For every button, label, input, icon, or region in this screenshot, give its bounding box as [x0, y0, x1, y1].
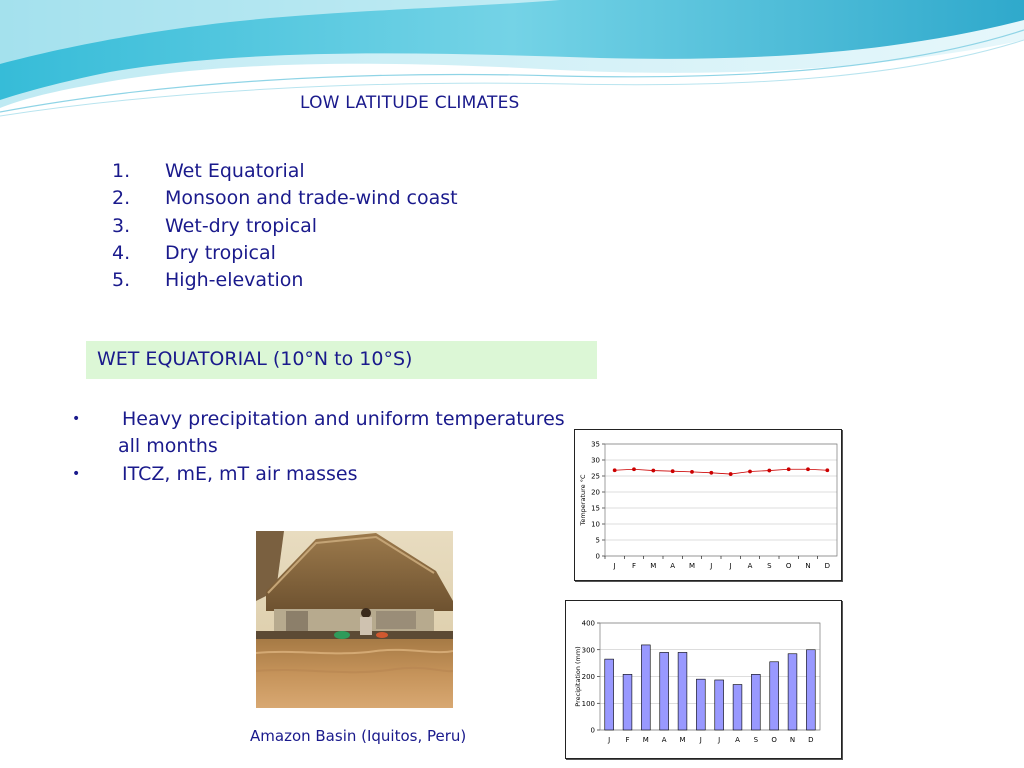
temperature-point [709, 470, 714, 475]
bullet-text-continued: all months [118, 435, 218, 457]
x-tick-label: J [709, 562, 712, 570]
precipitation-bar [751, 674, 761, 731]
precipitation-chart: 0 100 200 300 400 Precipitation (mm) J F M A M J J A S… [565, 600, 842, 759]
x-tick-label: A [662, 736, 667, 744]
precipitation-bar [604, 658, 614, 731]
x-tick-label: M [643, 736, 649, 744]
precipitation-bar [659, 652, 669, 731]
precipitation-bar [806, 649, 816, 731]
y-axis-label: Precipitation (mm) [574, 646, 582, 706]
temperature-point [728, 472, 733, 476]
temperature-point [786, 467, 791, 472]
list-item: 3. Wet-dry tropical [112, 214, 317, 237]
plot-area [604, 443, 838, 557]
y-tick-label: 200 [582, 673, 595, 681]
precipitation-chart-svg: 0 100 200 300 400 Precipitation (mm) J F M A M J J A S… [574, 620, 821, 744]
list-item: 5. High-elevation [112, 269, 304, 292]
y-tick-label: 100 [582, 700, 595, 708]
x-tick-label: J [607, 736, 610, 744]
precipitation-bar [641, 644, 651, 731]
y-tick-label: 20 [591, 489, 600, 497]
header-wave [0, 0, 1024, 117]
temperature-point [748, 469, 752, 474]
x-tick-label: A [735, 736, 740, 744]
x-tick-label: J [613, 562, 616, 570]
slide-title: LOW LATITUDE CLIMATES [300, 93, 520, 113]
list-item: 2. Monsoon and trade-wind coast [112, 187, 458, 210]
x-tick-label: D [808, 736, 813, 744]
x-tick-label: A [670, 562, 675, 570]
amazon-house-photo [256, 531, 453, 708]
temperature-point [767, 468, 772, 473]
precipitation-bar [732, 684, 743, 731]
x-tick-label: J [717, 736, 720, 744]
temperature-point [651, 468, 656, 473]
y-tick-label: 0 [596, 553, 600, 561]
x-tick-label: J [729, 562, 732, 570]
y-tick-label: 35 [591, 441, 600, 449]
temperature-point [806, 467, 810, 472]
precipitation-bar [714, 679, 724, 731]
climate-list: 1. Wet Equatorial 2. Monsoon and trade-win… [112, 158, 458, 294]
bullet-marker: • [72, 466, 81, 482]
x-tick-label: O [771, 736, 777, 744]
y-tick-label: 25 [591, 473, 600, 481]
temperature-line [614, 468, 828, 475]
precipitation-bar [769, 661, 779, 731]
section-heading-box: WET EQUATORIAL (10°N to 10°S) [86, 341, 597, 379]
y-axis-label: Temperature °C [579, 474, 587, 526]
x-tick-label: A [748, 562, 753, 570]
y-tick-label: 300 [582, 646, 595, 654]
list-item: 1. Wet Equatorial [112, 160, 305, 182]
x-tick-label: O [786, 562, 792, 570]
bullet-text: Heavy precipitation and uniform temperat… [122, 408, 565, 430]
precipitation-bar [677, 652, 688, 731]
y-tick-label: 5 [596, 537, 600, 545]
x-tick-label: M [650, 562, 656, 570]
x-tick-label: D [825, 562, 830, 570]
y-tick-label: 15 [591, 505, 600, 513]
temperature-point [632, 467, 636, 472]
temperature-point [670, 469, 675, 474]
temperature-chart-svg: 0 5 10 15 20 25 30 35 Temperature °C J F M A M J J A S O N D [579, 441, 838, 570]
x-tick-label: J [699, 736, 702, 744]
x-tick-label: F [625, 736, 629, 744]
x-tick-label: M [689, 562, 695, 570]
temperature-point [825, 468, 830, 473]
temperature-chart: 0 5 10 15 20 25 30 35 Temperature °C J F M A M J J A S O N D [574, 429, 842, 581]
list-item: 4. Dry tropical [112, 241, 276, 264]
x-tick-label: N [805, 562, 810, 570]
temperature-point [690, 469, 694, 474]
bullet-text: ITCZ, mE, mT air masses [122, 463, 358, 485]
y-tick-label: 10 [591, 521, 600, 529]
precipitation-bar [622, 674, 633, 731]
x-tick-label: S [767, 562, 772, 570]
x-tick-label: S [754, 736, 759, 744]
section-heading: WET EQUATORIAL (10°N to 10°S) [97, 348, 413, 370]
photo-caption: Amazon Basin (Iquitos, Peru) [250, 727, 467, 745]
x-tick-label: F [632, 562, 636, 570]
y-tick-label: 30 [591, 457, 600, 465]
y-tick-label: 0 [591, 727, 595, 735]
precipitation-bar [787, 653, 798, 731]
temperature-point [612, 468, 617, 473]
precipitation-bar [696, 678, 706, 731]
y-tick-label: 400 [582, 620, 595, 628]
x-tick-label: N [790, 736, 795, 744]
bullet-marker: • [72, 411, 81, 427]
plot-area [599, 622, 821, 731]
x-tick-label: M [679, 736, 685, 744]
